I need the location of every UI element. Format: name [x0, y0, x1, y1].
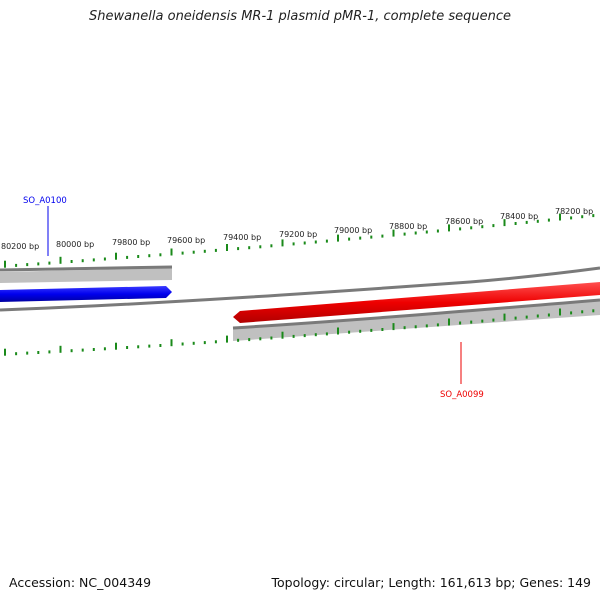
inner-tick-ring [4, 308, 595, 356]
forward-backbone [0, 265, 173, 272]
reverse-gene-track [232, 282, 600, 341]
tick-labels: 80200 bp 80000 bp 79800 bp 79600 bp 7940… [1, 207, 593, 251]
tick-label: 80000 bp [56, 240, 94, 249]
tick-label: 79400 bp [223, 233, 261, 242]
sequence-stats: Topology: circular; Length: 161,613 bp; … [271, 575, 592, 590]
gene-label-SO_A0099[interactable]: SO_A0099 [440, 342, 484, 400]
outer-tick-ring: 80200 bp 80000 bp 79800 bp 79600 bp 7940… [1, 207, 595, 268]
gene-label-SO_A0100[interactable]: SO_A0100 [23, 196, 67, 256]
map-title: Shewanella oneidensis MR-1 plasmid pMR-1… [88, 9, 512, 24]
gene-shadow [0, 268, 172, 283]
tick-label: 78800 bp [389, 222, 427, 231]
accession-text: Accession: NC_004349 [9, 575, 152, 590]
gene-shadow [233, 300, 600, 341]
tick-label: 79200 bp [279, 230, 317, 239]
tick-label: 78200 bp [555, 207, 593, 216]
tick-label: 79800 bp [112, 238, 150, 247]
tick-label: 78600 bp [445, 217, 483, 226]
gene-name: SO_A0100 [23, 196, 67, 206]
plasmid-backbone [0, 266, 600, 312]
tick-label: 80200 bp [1, 242, 39, 251]
gene-name: SO_A0099 [440, 390, 484, 400]
tick-label: 78400 bp [500, 212, 538, 221]
tick-label: 79600 bp [167, 236, 205, 245]
reverse-backbone [232, 298, 600, 330]
gene-arrow-SO_A0100[interactable] [0, 286, 172, 302]
gene-arrow-SO_A0099[interactable] [233, 282, 600, 323]
tick-label: 79000 bp [334, 226, 372, 235]
outer-ticks [4, 213, 595, 268]
forward-gene-track [0, 265, 173, 302]
